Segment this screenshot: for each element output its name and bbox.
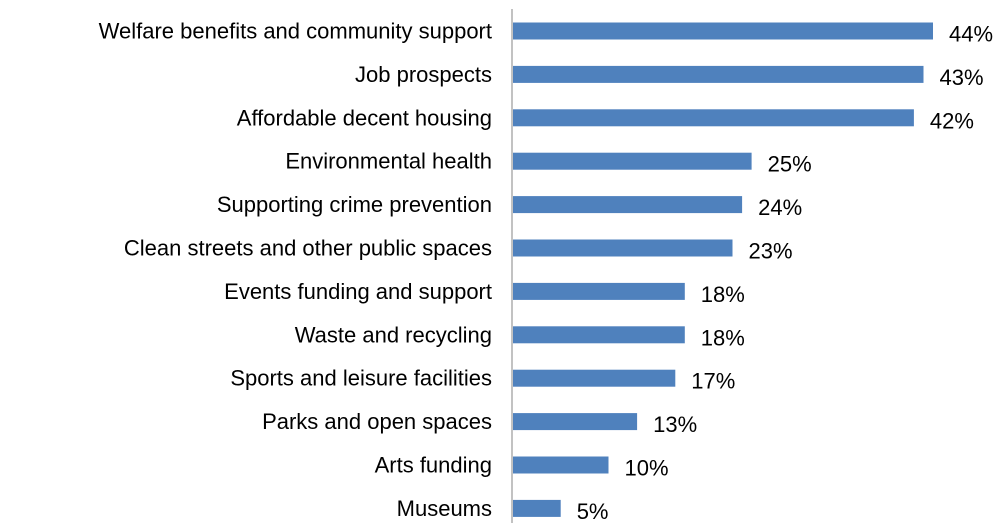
- value-label: 43%: [940, 65, 984, 90]
- value-label: 44%: [949, 22, 993, 47]
- bar-group: [513, 22, 933, 517]
- bar: [513, 369, 676, 387]
- category-label: Parks and open spaces: [262, 409, 492, 434]
- bar: [513, 239, 733, 257]
- value-label: 42%: [930, 108, 974, 133]
- category-label: Clean streets and other public spaces: [124, 236, 492, 261]
- value-label: 24%: [758, 195, 802, 220]
- bar: [513, 456, 609, 474]
- value-label: 5%: [577, 499, 609, 523]
- category-label: Welfare benefits and community support: [99, 19, 492, 44]
- category-label: Job prospects: [355, 62, 492, 87]
- category-label: Supporting crime prevention: [217, 192, 492, 217]
- category-label: Events funding and support: [224, 279, 492, 304]
- bar: [513, 282, 685, 300]
- value-labels: 44%43%42%25%24%23%18%18%17%13%10%5%: [577, 22, 993, 523]
- bar: [513, 109, 914, 127]
- bar: [513, 326, 685, 344]
- value-label: 25%: [768, 152, 812, 177]
- category-labels: Welfare benefits and community support Jo…: [99, 19, 492, 521]
- bar: [513, 22, 933, 40]
- value-label: 18%: [701, 282, 745, 307]
- bar: [513, 65, 924, 83]
- category-label: Affordable decent housing: [237, 105, 492, 130]
- category-label: Sports and leisure facilities: [230, 366, 492, 391]
- bar: [513, 152, 752, 170]
- category-label: Waste and recycling: [295, 322, 492, 347]
- value-label: 18%: [701, 325, 745, 350]
- value-label: 13%: [653, 412, 697, 437]
- bar: [513, 196, 743, 214]
- bar: [513, 499, 561, 517]
- category-label: Arts funding: [375, 453, 492, 478]
- bar: [513, 413, 638, 431]
- category-label: Environmental health: [285, 149, 492, 174]
- category-label: Museums: [397, 496, 492, 521]
- value-label: 10%: [625, 456, 669, 481]
- value-label: 17%: [691, 369, 735, 394]
- value-label: 23%: [749, 239, 793, 264]
